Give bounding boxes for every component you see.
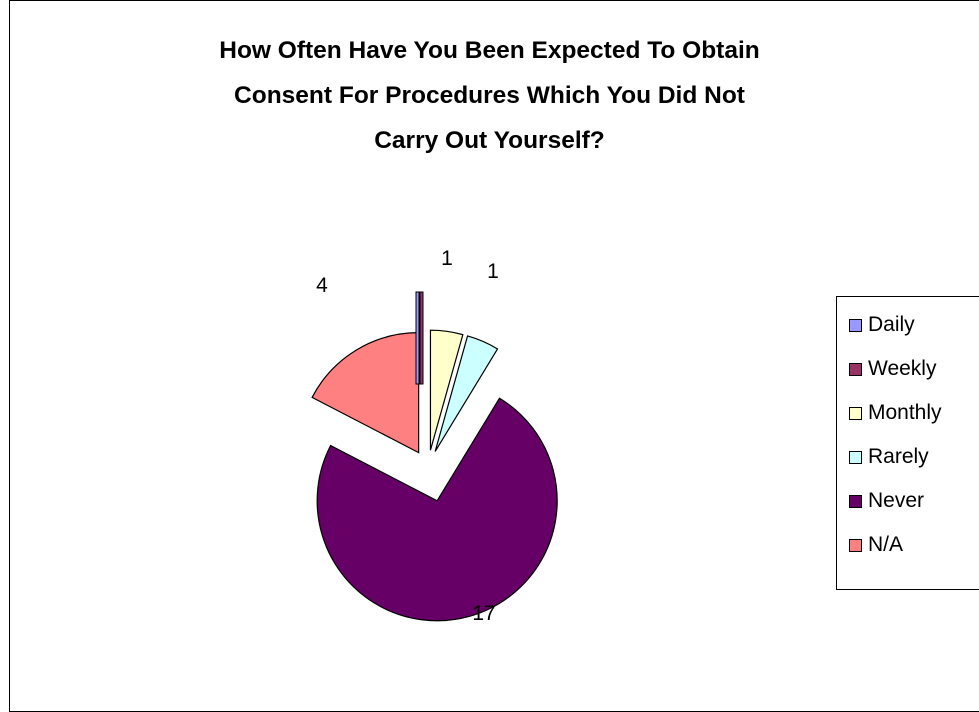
data-label-monthly: 1 <box>441 247 453 270</box>
pie-slice-zero-marker-daily <box>415 291 420 385</box>
legend-item-weekly: Weekly <box>849 355 936 383</box>
legend: Daily Weekly Monthly Rarely Never N/A <box>836 296 979 590</box>
pie-slice-monthly <box>429 329 464 451</box>
chart-title-line-3: Carry Out Yourself? <box>374 127 605 154</box>
pie-slice-rarely <box>434 335 499 452</box>
legend-item-monthly: Monthly <box>849 399 942 427</box>
pie-slice-n-a <box>311 332 420 454</box>
pie-slice-never <box>316 397 558 622</box>
chart-title-line-1: How Often Have You Been Expected To Obta… <box>219 37 760 64</box>
legend-swatch <box>849 450 862 464</box>
legend-label: Daily <box>868 313 915 336</box>
legend-swatch <box>849 406 862 420</box>
data-label-rarely: 1 <box>487 260 499 283</box>
chart-title: How Often Have You Been Expected To Obta… <box>0 0 979 200</box>
chart-title-line-2: Consent For Procedures Which You Did Not <box>234 82 745 109</box>
data-label-n-a: 4 <box>316 274 328 297</box>
legend-item-daily: Daily <box>849 311 915 339</box>
legend-swatch <box>849 318 862 332</box>
legend-label: Weekly <box>868 357 937 380</box>
data-label-never: 17 <box>472 602 495 625</box>
legend-label: Never <box>868 489 925 512</box>
legend-swatch <box>849 538 862 552</box>
legend-label: N/A <box>868 533 904 556</box>
legend-item-never: Never <box>849 487 924 515</box>
legend-item-rarely: Rarely <box>849 443 929 471</box>
legend-label: Monthly <box>868 401 942 424</box>
legend-swatch <box>849 362 862 376</box>
legend-swatch <box>849 494 862 508</box>
legend-label: Rarely <box>868 445 929 468</box>
legend-item-n-a: N/A <box>849 531 903 559</box>
pie-slice-zero-marker-weekly <box>419 291 424 385</box>
